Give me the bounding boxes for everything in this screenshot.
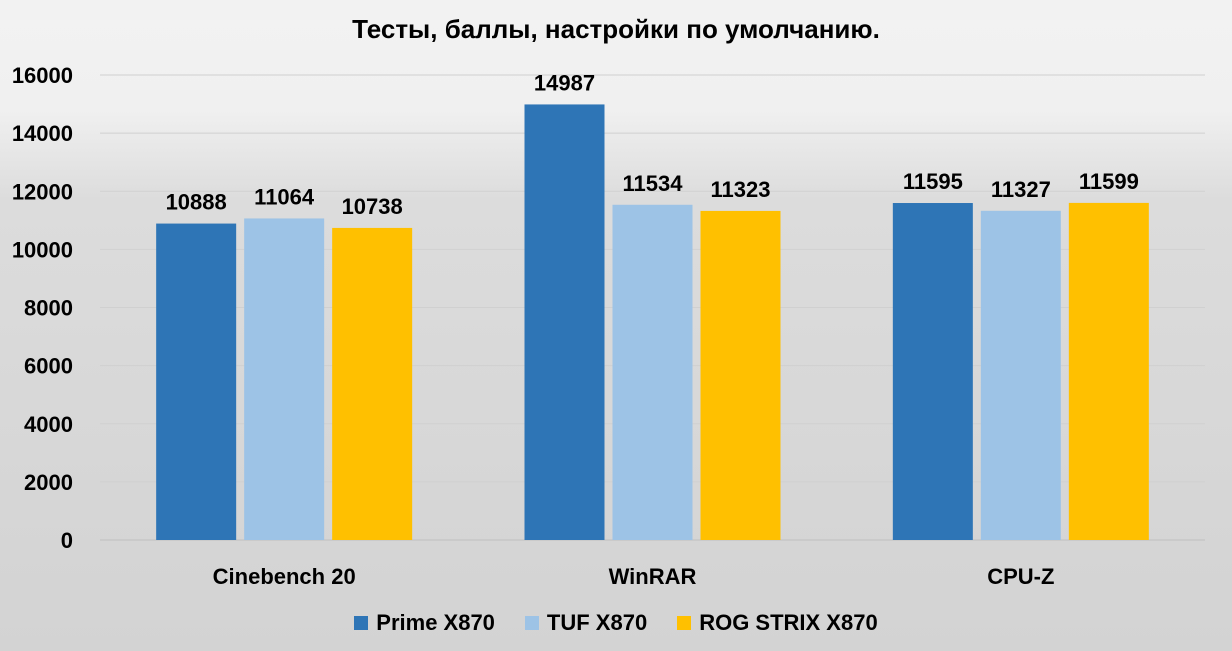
legend-label-2: ROG STRIX X870 — [699, 610, 878, 635]
y-tick-label: 0 — [61, 528, 73, 553]
legend-item-0: Prime X870 — [354, 610, 495, 636]
data-label: 11595 — [903, 169, 963, 194]
bar — [892, 203, 973, 540]
legend-label-0: Prime X870 — [376, 610, 495, 635]
y-tick-label: 14000 — [12, 121, 73, 146]
data-label: 14987 — [534, 70, 595, 95]
legend-swatch-2 — [677, 616, 692, 630]
y-tick-label: 2000 — [24, 470, 73, 495]
y-tick-label: 4000 — [24, 412, 73, 437]
legend-label-1: TUF X870 — [546, 610, 648, 635]
data-label: 11327 — [991, 177, 1051, 202]
bar — [700, 210, 781, 541]
data-label: 11064 — [254, 184, 315, 209]
legend-item-2: ROG STRIX X870 — [677, 610, 878, 636]
bar — [332, 227, 413, 540]
y-tick-label: 10000 — [12, 237, 73, 262]
bar — [244, 218, 325, 540]
data-label: 11599 — [1079, 169, 1139, 194]
y-tick-label: 6000 — [24, 354, 73, 379]
y-tick-label: 8000 — [24, 296, 73, 321]
bar — [612, 204, 693, 540]
x-tick-label: Cinebench 20 — [213, 564, 356, 589]
x-tick-label: WinRAR — [609, 564, 697, 589]
legend-swatch-1 — [524, 616, 539, 630]
y-tick-label: 12000 — [12, 179, 73, 204]
legend: Prime X870 TUF X870 ROG STRIX X870 — [0, 610, 1232, 636]
legend-item-1: TUF X870 — [524, 610, 648, 636]
bar — [156, 223, 237, 540]
bar — [980, 210, 1061, 540]
legend-swatch-0 — [354, 616, 369, 630]
bar — [524, 104, 605, 541]
data-label: 10738 — [342, 194, 403, 219]
chart-title: Тесты, баллы, настройки по умолчанию. — [352, 14, 880, 44]
data-label: 11534 — [623, 171, 684, 196]
data-label: 11323 — [711, 177, 771, 202]
bar — [1068, 202, 1149, 541]
x-tick-label: CPU-Z — [987, 564, 1054, 589]
y-tick-label: 16000 — [12, 63, 73, 88]
data-label: 10888 — [166, 190, 227, 215]
